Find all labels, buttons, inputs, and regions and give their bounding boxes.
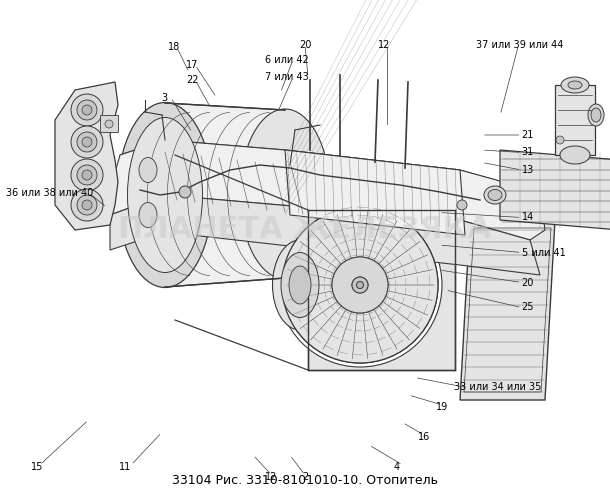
Ellipse shape (77, 132, 97, 152)
Ellipse shape (282, 207, 438, 363)
Ellipse shape (332, 257, 388, 313)
Text: 33104 Рис. 3310-8101010-10. Отопитель: 33104 Рис. 3310-8101010-10. Отопитель (172, 474, 438, 486)
Text: 5 или 41: 5 или 41 (522, 248, 565, 258)
Ellipse shape (240, 109, 330, 279)
Ellipse shape (588, 104, 604, 126)
Text: 15: 15 (30, 462, 43, 472)
Polygon shape (55, 82, 118, 230)
Ellipse shape (560, 146, 590, 164)
Ellipse shape (105, 120, 113, 128)
Text: 16: 16 (418, 432, 430, 442)
Ellipse shape (289, 266, 311, 304)
Ellipse shape (71, 189, 103, 221)
Ellipse shape (281, 252, 319, 318)
Ellipse shape (282, 207, 438, 363)
Polygon shape (460, 220, 555, 400)
Ellipse shape (71, 159, 103, 191)
Ellipse shape (352, 277, 368, 293)
Text: 31: 31 (522, 148, 534, 158)
Text: 22: 22 (186, 75, 198, 85)
Polygon shape (110, 195, 540, 275)
Ellipse shape (82, 137, 92, 147)
Ellipse shape (77, 165, 97, 185)
Polygon shape (110, 140, 545, 240)
Polygon shape (100, 115, 118, 132)
Ellipse shape (139, 158, 157, 182)
Polygon shape (165, 103, 285, 287)
Text: 6 или 42: 6 или 42 (265, 55, 309, 65)
Ellipse shape (139, 202, 157, 228)
Ellipse shape (82, 170, 92, 180)
Ellipse shape (71, 94, 103, 126)
Text: 20: 20 (299, 40, 311, 50)
Polygon shape (120, 140, 530, 215)
Ellipse shape (356, 282, 364, 288)
Polygon shape (285, 150, 465, 235)
Ellipse shape (332, 257, 388, 313)
Ellipse shape (484, 186, 506, 204)
Polygon shape (308, 210, 455, 370)
Ellipse shape (118, 102, 212, 288)
Ellipse shape (82, 105, 92, 115)
Ellipse shape (179, 186, 191, 198)
Text: 37 или 39 или 44: 37 или 39 или 44 (476, 40, 563, 50)
Text: 3: 3 (162, 92, 168, 102)
Text: 12: 12 (265, 472, 278, 482)
Text: 20: 20 (522, 278, 534, 287)
Text: 11: 11 (119, 462, 131, 472)
Ellipse shape (356, 282, 364, 288)
Ellipse shape (457, 200, 467, 210)
Text: 14: 14 (522, 212, 534, 222)
Text: 21: 21 (522, 130, 534, 140)
Ellipse shape (556, 136, 564, 144)
Ellipse shape (278, 203, 442, 367)
Ellipse shape (561, 77, 589, 93)
Ellipse shape (82, 200, 92, 210)
Ellipse shape (77, 100, 97, 120)
Ellipse shape (71, 126, 103, 158)
Ellipse shape (273, 240, 328, 330)
Text: 19: 19 (436, 402, 448, 412)
Ellipse shape (591, 108, 601, 122)
Text: 2: 2 (302, 472, 308, 482)
Ellipse shape (127, 118, 203, 272)
Text: 33 или 34 или 35: 33 или 34 или 35 (454, 382, 542, 392)
Polygon shape (555, 85, 595, 155)
Text: 18: 18 (168, 42, 180, 52)
Text: 12: 12 (378, 40, 390, 50)
Text: 36 или 38 или 40: 36 или 38 или 40 (6, 188, 93, 198)
Ellipse shape (77, 195, 97, 215)
Text: 4: 4 (393, 462, 400, 472)
Polygon shape (500, 150, 610, 230)
Ellipse shape (352, 277, 368, 293)
Text: ПЛАНЕТА ЖЕЛЕЗЯКА: ПЛАНЕТА ЖЕЛЕЗЯКА (118, 216, 492, 244)
Ellipse shape (488, 190, 502, 200)
Text: 13: 13 (522, 165, 534, 175)
Text: 7 или 43: 7 или 43 (265, 72, 309, 83)
Ellipse shape (568, 81, 582, 89)
Text: 17: 17 (186, 60, 198, 70)
Text: 25: 25 (522, 302, 534, 312)
